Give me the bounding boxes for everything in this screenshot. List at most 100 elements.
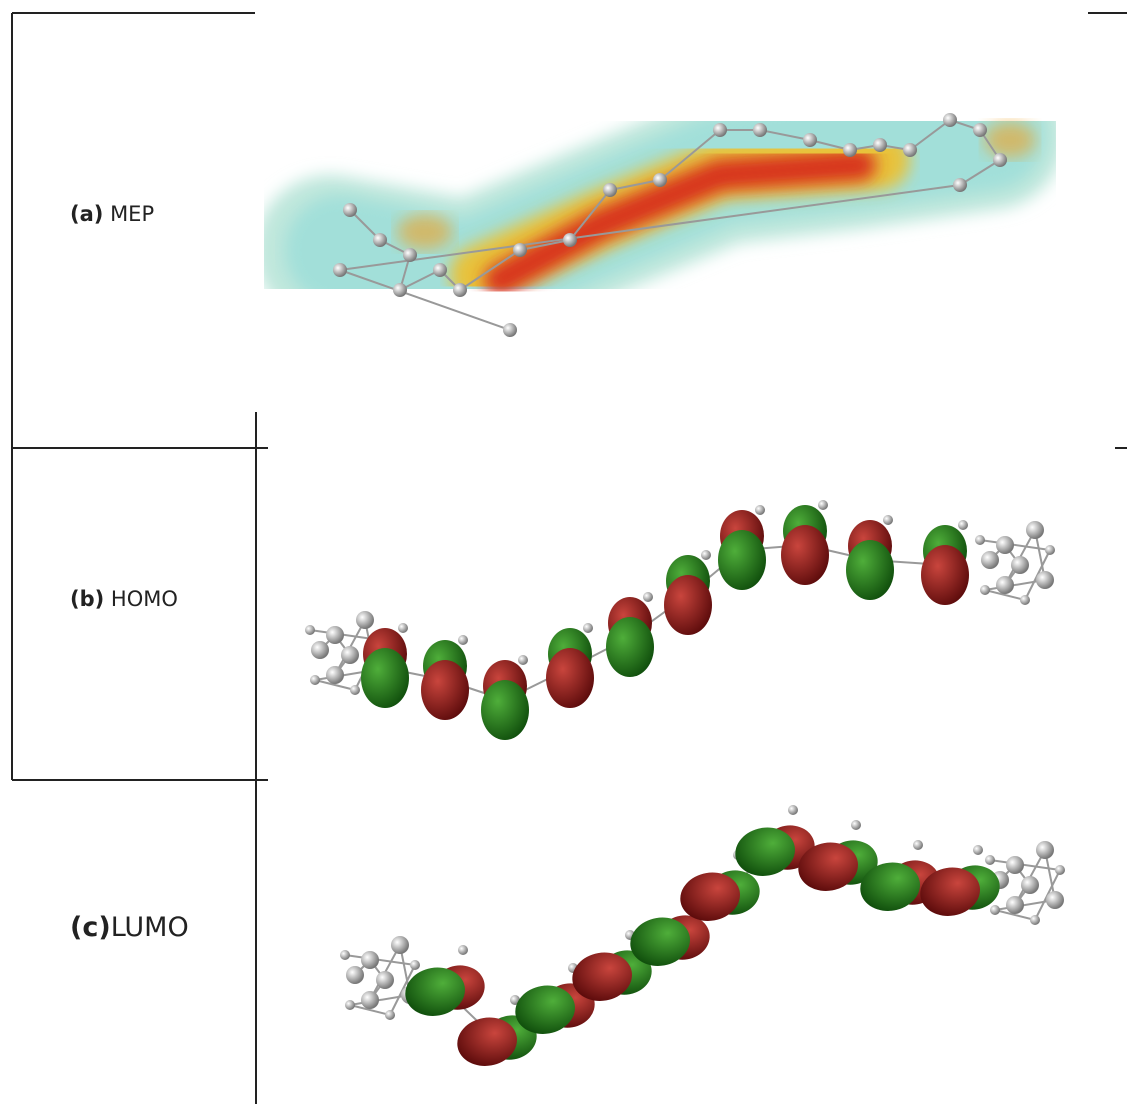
- atom: [1036, 841, 1054, 859]
- mep-surface: [330, 113, 1036, 337]
- atom: [1046, 891, 1064, 909]
- atom: [1011, 556, 1029, 574]
- atom: [755, 505, 765, 515]
- bond: [995, 900, 1055, 910]
- atom: [563, 233, 577, 247]
- atom: [803, 133, 817, 147]
- atom: [373, 233, 387, 247]
- atom: [981, 551, 999, 569]
- row-name: MEP: [110, 202, 154, 226]
- atom: [343, 203, 357, 217]
- atom: [753, 123, 767, 137]
- atom: [603, 183, 617, 197]
- atom: [403, 248, 417, 262]
- atom: [903, 143, 917, 157]
- atom: [643, 592, 653, 602]
- atom: [873, 138, 887, 152]
- lobe: [361, 648, 409, 708]
- atom: [340, 950, 350, 960]
- atom: [883, 515, 893, 525]
- lobe: [546, 648, 594, 708]
- atom: [453, 283, 467, 297]
- lobe: [664, 575, 712, 635]
- atom: [701, 550, 711, 560]
- lumo-orbital: [340, 805, 1065, 1071]
- atom: [385, 1010, 395, 1020]
- atom: [843, 143, 857, 157]
- bond: [980, 540, 1050, 550]
- lobe: [921, 545, 969, 605]
- atom: [996, 536, 1014, 554]
- atom: [990, 905, 1000, 915]
- atom: [398, 623, 408, 633]
- atom: [713, 123, 727, 137]
- atom: [851, 820, 861, 830]
- atom: [975, 535, 985, 545]
- atom: [1006, 896, 1024, 914]
- atom: [913, 840, 923, 850]
- lobe: [481, 680, 529, 740]
- atom: [518, 655, 528, 665]
- atom: [333, 263, 347, 277]
- row-tag: (c): [70, 912, 111, 943]
- bond: [345, 955, 415, 965]
- atom: [958, 520, 968, 530]
- atom: [1026, 521, 1044, 539]
- atom: [361, 991, 379, 1009]
- atom: [1006, 856, 1024, 874]
- atom: [993, 153, 1007, 167]
- bond: [985, 580, 1045, 590]
- atom: [311, 641, 329, 659]
- atom: [788, 805, 798, 815]
- atom: [326, 626, 344, 644]
- atom: [391, 936, 409, 954]
- lobe: [718, 530, 766, 590]
- row-name: HOMO: [111, 587, 178, 611]
- row-labels: (a) MEP (b) HOMO (c)LUMO: [70, 202, 189, 943]
- atom: [513, 243, 527, 257]
- atom: [346, 966, 364, 984]
- atom: [350, 685, 360, 695]
- atom: [376, 971, 394, 989]
- atom: [458, 945, 468, 955]
- atom: [973, 123, 987, 137]
- atom: [1021, 876, 1039, 894]
- homo-orbital: [305, 500, 1055, 740]
- row-tag: (b): [70, 587, 104, 611]
- bond: [990, 860, 1060, 870]
- bond: [350, 995, 410, 1005]
- atom: [973, 845, 983, 855]
- atom: [1020, 595, 1030, 605]
- atom: [393, 283, 407, 297]
- atom: [361, 951, 379, 969]
- atom: [1045, 545, 1055, 555]
- row-tag: (a): [70, 202, 103, 226]
- atom: [1055, 865, 1065, 875]
- row-label: (c)LUMO: [70, 912, 189, 943]
- atom: [310, 675, 320, 685]
- atom: [410, 960, 420, 970]
- lobe: [606, 617, 654, 677]
- lobe: [421, 660, 469, 720]
- atom: [345, 1000, 355, 1010]
- atom: [818, 500, 828, 510]
- figure: (a) MEP (b) HOMO (c)LUMO: [0, 0, 1127, 1104]
- atom: [996, 576, 1014, 594]
- row-label: (a) MEP: [70, 202, 154, 226]
- lobe: [846, 540, 894, 600]
- atom: [653, 173, 667, 187]
- atom: [953, 178, 967, 192]
- atom: [356, 611, 374, 629]
- atom: [1036, 571, 1054, 589]
- lobe: [781, 525, 829, 585]
- atom: [503, 323, 517, 337]
- atom: [341, 646, 359, 664]
- atom: [1030, 915, 1040, 925]
- atom: [305, 625, 315, 635]
- atom: [985, 855, 995, 865]
- atom: [433, 263, 447, 277]
- row-name: LUMO: [111, 912, 189, 943]
- atom: [326, 666, 344, 684]
- atom: [980, 585, 990, 595]
- atom: [458, 635, 468, 645]
